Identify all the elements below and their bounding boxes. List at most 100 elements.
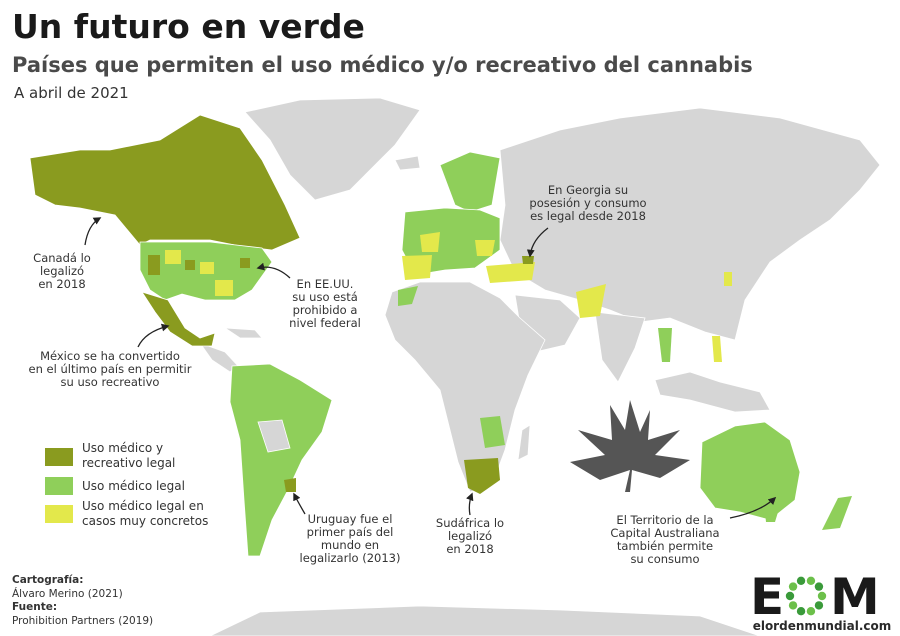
annotation: Uruguay fue el — [308, 512, 393, 526]
legend-label: Uso médico legal — [82, 479, 185, 493]
india — [594, 311, 646, 383]
legend-label: Uso médico y — [82, 441, 163, 455]
pakistan — [576, 284, 606, 318]
logo-dot — [814, 582, 824, 591]
legend-swatch — [45, 477, 73, 495]
annotation: en 2018 — [446, 542, 493, 556]
annotation: El Territorio de la — [616, 513, 713, 527]
credit: Álvaro Merino (2021) — [12, 587, 123, 600]
south-africa — [464, 458, 500, 494]
annotation: Sudáfrica lo — [436, 516, 504, 530]
tasmania — [765, 512, 778, 522]
annotation: Canadá lo — [33, 251, 91, 265]
spain — [402, 255, 432, 280]
usa-states — [215, 280, 233, 296]
annotation: también permite — [617, 539, 713, 553]
logo-dot — [806, 607, 816, 616]
logo-dot — [806, 576, 816, 585]
annotation: en 2018 — [38, 277, 85, 291]
annotation: es legal desde 2018 — [530, 209, 646, 223]
annotation: su uso está — [292, 290, 358, 304]
philippines — [712, 336, 722, 362]
annotation: nivel federal — [289, 316, 361, 330]
new-zealand — [822, 496, 852, 530]
annotation: legalizó — [448, 529, 492, 543]
credit-label: Fuente: — [12, 601, 57, 613]
greenland — [244, 97, 421, 201]
europe-partial — [420, 232, 440, 252]
annotation: prohibido a — [293, 303, 358, 317]
logo-dot — [785, 591, 795, 601]
credits: Cartografía: Álvaro Merino (2021) Fuente… — [12, 574, 153, 627]
annotation: en el último país en permitir — [29, 362, 192, 376]
annotation: su uso recreativo — [61, 375, 160, 389]
logo-o — [785, 576, 827, 616]
asia — [499, 107, 881, 341]
logo-dot — [814, 601, 824, 610]
subtitle: Países que permiten el uso médico y/o re… — [12, 53, 753, 77]
legend-label: recreativo legal — [82, 456, 175, 470]
annotation: En Georgia su — [548, 183, 628, 197]
arrow — [466, 492, 474, 516]
arrow — [137, 323, 170, 348]
annotation: posesión y consumo — [529, 196, 646, 210]
europe-partial — [475, 240, 495, 256]
annotation: legalizarlo (2013) — [300, 551, 401, 565]
legend: Uso médico y recreativo legal Uso médico… — [45, 441, 208, 528]
logo-site: elordenmundial.com — [753, 619, 892, 633]
arrow — [84, 217, 102, 246]
southern-africa — [480, 416, 505, 448]
madagascar — [517, 424, 531, 461]
usa-states — [165, 250, 181, 264]
logo-dot — [796, 576, 806, 585]
annotation: México se ha convertido — [40, 349, 180, 363]
usa-states — [200, 262, 214, 274]
title: Un futuro en verde — [12, 7, 365, 46]
thailand — [658, 328, 672, 362]
logo-dot — [817, 591, 827, 601]
logo-letter: M — [830, 568, 880, 626]
uruguay — [284, 478, 296, 492]
logo-dot — [796, 607, 806, 616]
credit: Prohibition Partners (2019) — [12, 615, 153, 627]
iceland — [394, 155, 421, 171]
annotation: En EE.UU. — [297, 277, 354, 291]
logo: E M elordenmundial.com — [750, 568, 891, 633]
usa-states — [148, 255, 160, 275]
usa-states — [240, 258, 250, 268]
georgia — [522, 256, 534, 264]
arrow — [526, 227, 549, 258]
logo-dot — [788, 601, 798, 610]
legend-label: casos muy concretos — [82, 514, 208, 528]
scandinavia — [439, 151, 501, 213]
world-map — [29, 97, 881, 636]
annotation: primer país del — [307, 525, 394, 539]
arrow — [729, 496, 777, 519]
turkey — [486, 262, 535, 283]
south-korea — [724, 272, 732, 286]
caribbean — [223, 327, 263, 339]
annotation: Capital Australiana — [610, 526, 719, 540]
usa-states — [185, 260, 195, 270]
antarctica — [209, 605, 761, 636]
se-asia-islands — [654, 371, 771, 413]
arrow — [256, 262, 291, 279]
south-america — [229, 363, 333, 557]
annotation: mundo en — [321, 538, 379, 552]
legend-label: Uso médico legal en — [82, 499, 204, 513]
australia — [699, 421, 801, 521]
legend-swatch — [45, 505, 73, 523]
annotation: legalizó — [40, 264, 84, 278]
arrow — [293, 492, 306, 515]
cannabis-leaf — [570, 400, 690, 492]
logo-dot — [788, 582, 798, 591]
bolivia-venezuela — [257, 419, 291, 453]
mexico — [141, 291, 216, 347]
credit-label: Cartografía: — [12, 574, 83, 586]
legend-swatch — [45, 448, 73, 466]
date: A abril de 2021 — [14, 84, 129, 102]
logo-letter: E — [750, 568, 784, 626]
morocco — [398, 286, 418, 306]
annotations: Canadá lo legalizó en 2018 En EE.UU. su … — [29, 183, 777, 566]
